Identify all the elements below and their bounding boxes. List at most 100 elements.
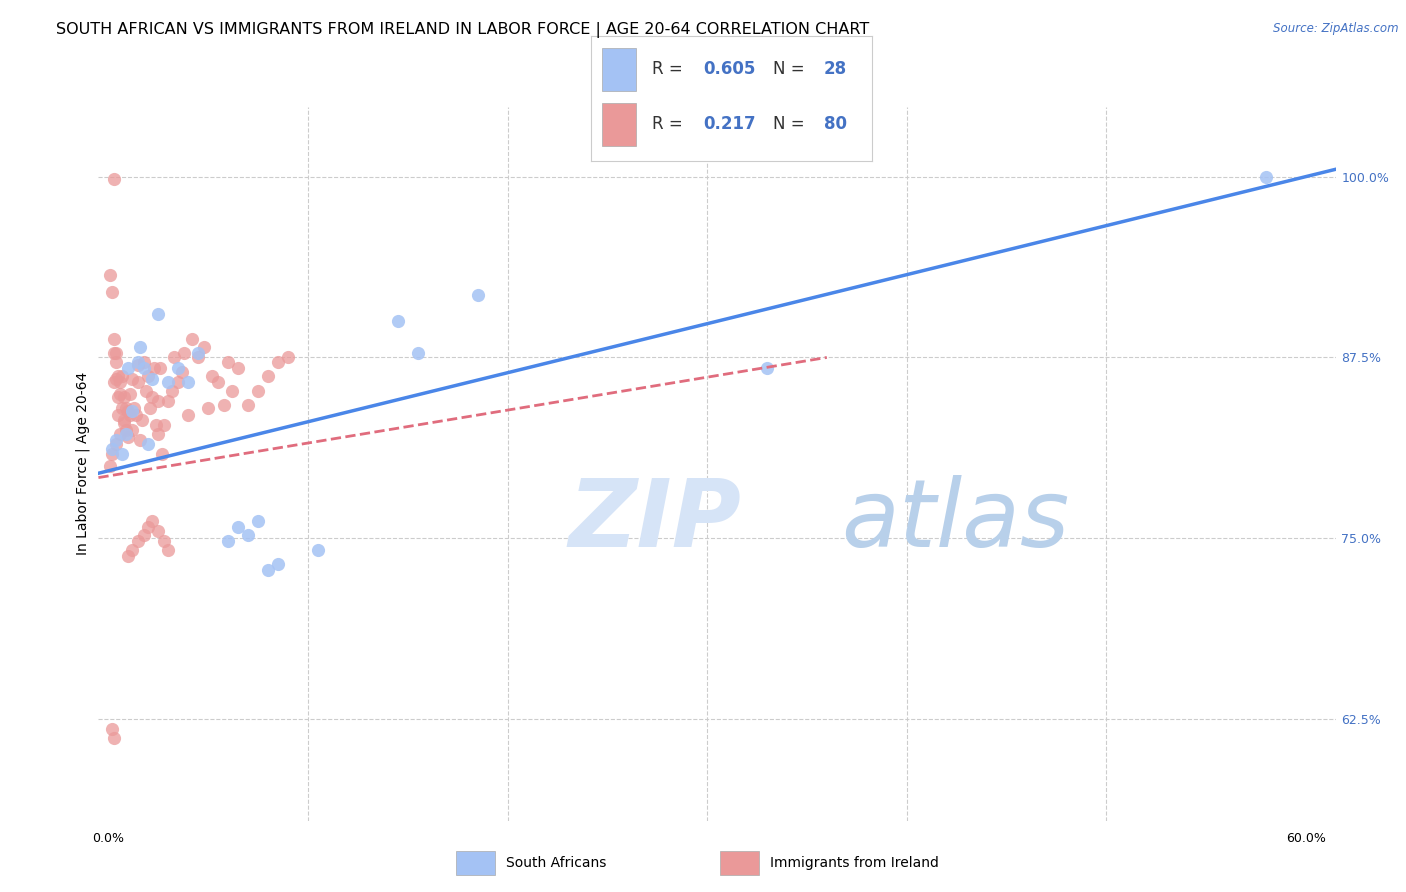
Point: [121, 543, 143, 558]
Text: N =: N =: [773, 115, 810, 133]
Point: [111, 369, 134, 384]
Point: [277, 351, 299, 365]
Point: [387, 314, 409, 328]
Point: [143, 360, 166, 375]
Point: [177, 409, 200, 423]
Point: [247, 514, 270, 528]
Point: [150, 447, 173, 461]
Point: [236, 398, 259, 412]
FancyBboxPatch shape: [720, 851, 759, 875]
Text: 80: 80: [824, 115, 846, 133]
Text: Immigrants from Ireland: Immigrants from Ireland: [770, 856, 939, 870]
Point: [120, 409, 142, 423]
Point: [103, 346, 125, 360]
Point: [226, 360, 249, 375]
Point: [112, 416, 135, 430]
Point: [148, 393, 170, 408]
Point: [103, 731, 125, 746]
Point: [157, 543, 180, 558]
Point: [129, 433, 152, 447]
Point: [111, 401, 134, 416]
Point: [207, 375, 229, 389]
Point: [755, 360, 778, 375]
Point: [136, 437, 159, 451]
Point: [467, 288, 489, 302]
Point: [117, 360, 139, 375]
Point: [107, 409, 129, 423]
Point: [117, 549, 139, 563]
Point: [221, 384, 243, 398]
Text: South Africans: South Africans: [506, 856, 606, 870]
Point: [217, 355, 239, 369]
Point: [167, 375, 190, 389]
Point: [124, 401, 146, 416]
Point: [406, 346, 429, 360]
Y-axis label: In Labor Force | Age 20-64: In Labor Force | Age 20-64: [76, 372, 90, 556]
Point: [148, 427, 170, 442]
Point: [129, 340, 152, 354]
Point: [107, 390, 129, 404]
Text: 0.605: 0.605: [703, 60, 755, 78]
Point: [136, 520, 159, 534]
Point: [110, 427, 132, 442]
Point: [145, 418, 167, 433]
Point: [105, 433, 128, 447]
Point: [127, 358, 149, 372]
Point: [177, 375, 200, 389]
Point: [100, 268, 122, 282]
Point: [101, 285, 124, 300]
Point: [236, 528, 259, 542]
Point: [105, 355, 128, 369]
Point: [157, 375, 180, 389]
Point: [117, 404, 139, 418]
Point: [125, 409, 148, 423]
Point: [135, 384, 157, 398]
Point: [148, 307, 170, 321]
Point: [127, 534, 149, 549]
Point: [267, 558, 290, 572]
Point: [141, 390, 163, 404]
Point: [112, 413, 135, 427]
Point: [131, 413, 153, 427]
Point: [157, 393, 180, 408]
Point: [141, 372, 163, 386]
Text: 0.217: 0.217: [703, 115, 755, 133]
Point: [148, 524, 170, 538]
Point: [110, 386, 132, 401]
Point: [134, 355, 156, 369]
Text: R =: R =: [652, 115, 693, 133]
Point: [257, 369, 280, 384]
Point: [121, 423, 143, 437]
Point: [181, 332, 204, 346]
Point: [267, 355, 290, 369]
Point: [110, 375, 132, 389]
Point: [187, 351, 209, 365]
FancyBboxPatch shape: [456, 851, 495, 875]
Point: [105, 346, 128, 360]
Point: [121, 372, 143, 386]
Point: [117, 430, 139, 444]
Point: [162, 384, 184, 398]
Point: [107, 369, 129, 384]
Point: [127, 355, 149, 369]
Text: SOUTH AFRICAN VS IMMIGRANTS FROM IRELAND IN LABOR FORCE | AGE 20-64 CORRELATION : SOUTH AFRICAN VS IMMIGRANTS FROM IRELAND…: [56, 22, 869, 38]
Point: [101, 723, 124, 737]
Point: [115, 423, 138, 437]
Point: [193, 340, 215, 354]
Point: [187, 346, 209, 360]
Text: atlas: atlas: [841, 475, 1069, 566]
Point: [163, 351, 186, 365]
Point: [212, 398, 235, 412]
Point: [103, 172, 125, 186]
Point: [201, 369, 224, 384]
FancyBboxPatch shape: [602, 103, 636, 145]
Point: [115, 401, 138, 416]
Point: [105, 372, 128, 386]
Point: [100, 458, 122, 473]
Text: Source: ZipAtlas.com: Source: ZipAtlas.com: [1274, 22, 1399, 36]
Point: [153, 534, 176, 549]
Point: [226, 520, 249, 534]
Point: [101, 447, 124, 461]
Point: [217, 534, 239, 549]
Point: [197, 401, 219, 416]
